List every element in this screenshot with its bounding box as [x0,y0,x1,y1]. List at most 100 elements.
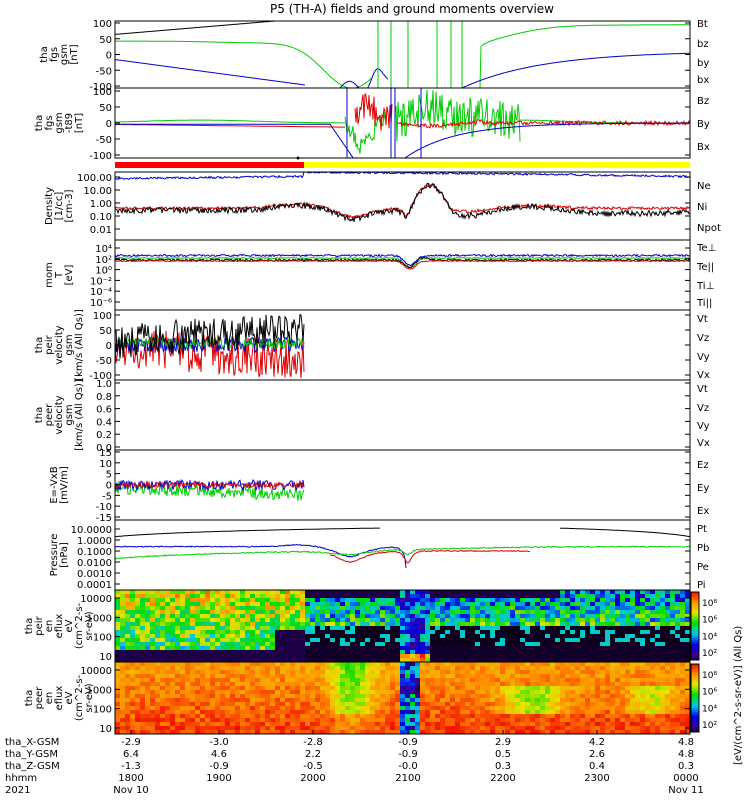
spectrogram-cell [170,638,175,642]
spectrogram-cell [625,686,630,690]
spectrogram-cell [155,642,160,646]
spectrogram-cell [325,698,330,702]
spectrogram-cell [570,622,575,626]
spectrogram-cell [230,610,235,614]
spectrogram-cell [265,634,270,638]
spectrogram-cell [615,622,620,626]
colorbar-step [691,682,699,684]
legend-entry-pi: Pi [697,580,706,591]
spectrogram-cell [665,594,670,598]
spectrogram-cell [475,686,480,690]
spectrogram-cell [325,702,330,706]
spectrogram-cell [515,630,520,634]
spectrogram-cell [235,706,240,710]
spectrogram-cell [145,658,150,662]
spectrogram-cell [430,694,435,698]
spectrogram-cell [155,718,160,722]
spectrogram-cell [500,602,505,606]
spectrogram-cell [310,698,315,702]
spectrogram-cell [575,646,580,650]
spectrogram-cell [355,602,360,606]
spectrogram-cell [230,626,235,630]
spectrogram-cell [240,654,245,658]
spectrogram-cell [255,690,260,694]
spectrogram-cell [545,610,550,614]
spectrogram-cell [510,714,515,718]
spectrogram-cell [515,650,520,654]
spectrogram-cell [625,658,630,662]
spectrogram-cell [185,614,190,618]
spectrogram-cell [160,710,165,714]
spectrogram-cell [510,630,515,634]
spectrogram-cell [395,598,400,602]
spectrogram-cell [170,642,175,646]
spectrogram-cell [425,702,430,706]
spectrogram-cell [680,658,685,662]
spectrogram-cell [175,606,180,610]
legend-entry-te||: Te|| [696,262,714,273]
spectrogram-cell [205,634,210,638]
spectrogram-cell [180,674,185,678]
spectrogram-cell [425,690,430,694]
spectrogram-cell [555,682,560,686]
spectrogram-cell [345,622,350,626]
spectrogram-cell [555,718,560,722]
spectrogram-cell [165,706,170,710]
spectrogram-cell [510,678,515,682]
spectrogram-cell [685,602,690,606]
spectrogram-cell [400,642,405,646]
spectrogram-cell [240,618,245,622]
spectrogram-cell [130,638,135,642]
spectrogram-cell [475,626,480,630]
spectrogram-cell [440,598,445,602]
spectrogram-cell [630,638,635,642]
spectrogram-cell [350,730,355,734]
spectrogram-cell [190,614,195,618]
spectrogram-cell [250,678,255,682]
spectrogram-cell [165,714,170,718]
spectrogram-cell [445,666,450,670]
spectrogram-cell [490,610,495,614]
spectrogram-cell [285,690,290,694]
spectrogram-cell [320,602,325,606]
spectrogram-cell [525,686,530,690]
spectrogram-cell [245,630,250,634]
spectrogram-cell [210,730,215,734]
spectrogram-cell [495,662,500,666]
spectrogram-cell [550,634,555,638]
spectrogram-cell [295,698,300,702]
colorbar-step [691,626,699,628]
spectrogram-cell [285,638,290,642]
spectrogram-cell [620,642,625,646]
spectrogram-cell [260,726,265,730]
spectrogram-cell [625,690,630,694]
spectrogram-cell [445,690,450,694]
spectrogram-cell [245,714,250,718]
spectrogram-cell [400,638,405,642]
spectrogram-cell [505,662,510,666]
spectrogram-cell [475,678,480,682]
spectrogram-cell [135,710,140,714]
spectrogram-cell [410,706,415,710]
spectrogram-cell [680,606,685,610]
spectrogram-cell [145,646,150,650]
spectrogram-cell [620,650,625,654]
spectrogram-cell [365,646,370,650]
spectrogram-cell [425,682,430,686]
spectrogram-cell [225,702,230,706]
spectrogram-cell [470,658,475,662]
spectrogram-cell [360,642,365,646]
spectrogram-cell [150,718,155,722]
spectrogram-cell [660,590,665,594]
spectrogram-cell [475,722,480,726]
spectrogram-cell [605,622,610,626]
spectrogram-cell [680,702,685,706]
spectrogram-cell [460,590,465,594]
spectrogram-cell [550,690,555,694]
spectrogram-cell [645,714,650,718]
spectrogram-cell [295,662,300,666]
spectrogram-cell [430,686,435,690]
spectrogram-cell [375,594,380,598]
peir-eflux-tick-label: 1000 [87,613,112,624]
